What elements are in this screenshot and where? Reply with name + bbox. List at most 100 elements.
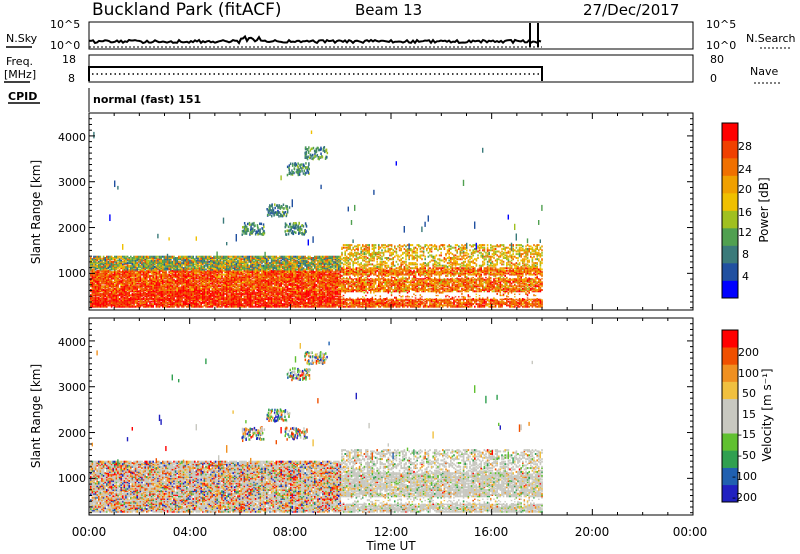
scatter-cell xyxy=(128,265,130,267)
scatter-cell xyxy=(119,258,121,260)
scatter-cell xyxy=(165,304,167,306)
scatter-cell xyxy=(112,257,114,259)
scatter-cell xyxy=(111,256,113,258)
scatter-cell xyxy=(112,281,114,283)
scatter-cell xyxy=(100,256,102,258)
scatter-cell xyxy=(111,261,113,263)
scatter-cell xyxy=(143,256,145,258)
scatter-cell xyxy=(164,256,166,258)
scatter-cell xyxy=(143,262,145,264)
cpid-value: normal (fast) 151 xyxy=(93,93,201,106)
scatter-cell xyxy=(165,280,167,282)
scatter-cell xyxy=(128,298,130,300)
scatter-cell xyxy=(136,267,138,269)
noise-sky-label: N.Sky xyxy=(6,32,38,45)
scatter-cell xyxy=(119,269,121,271)
scatter-cell xyxy=(109,279,111,281)
noise-right-tick-top: 10^5 xyxy=(706,18,736,31)
scatter-cell xyxy=(96,297,98,299)
scatter-cell xyxy=(120,260,122,262)
scatter-cell xyxy=(117,260,119,262)
scatter-cell xyxy=(124,266,126,268)
noise-left-tick-bottom: 10^0 xyxy=(50,39,80,52)
scatter-cell xyxy=(165,289,167,291)
freq-label-bottom: [MHz] xyxy=(4,68,36,81)
scatter-cell xyxy=(154,266,156,268)
noise-sky-trace xyxy=(89,37,541,44)
scatter-cell xyxy=(162,256,164,258)
noise-panel: N.Sky 10^5 10^0 10^5 10^0 N.Search xyxy=(6,18,796,52)
scatter-cell xyxy=(149,301,151,303)
scatter-cell xyxy=(96,262,98,264)
scatter-cell xyxy=(96,265,98,267)
scatter-cell xyxy=(111,271,113,273)
scatter-cell xyxy=(138,256,140,258)
scatter-cell xyxy=(130,297,132,299)
scatter-cell xyxy=(116,256,118,258)
scatter-cell xyxy=(108,274,110,276)
scatter-cell xyxy=(125,256,127,258)
scatter-cell xyxy=(114,181,115,188)
scatter-cell xyxy=(117,262,119,264)
scatter-cell xyxy=(120,271,122,273)
scatter-cell xyxy=(109,256,111,258)
scatter-cell xyxy=(146,256,148,258)
nave-tick-top: 80 xyxy=(710,53,724,66)
scatter-cell xyxy=(90,257,92,259)
scatter-cell xyxy=(132,257,134,259)
scatter-cell xyxy=(159,279,161,281)
scatter-cell xyxy=(109,269,111,271)
scatter-cell xyxy=(96,256,98,258)
scatter-cell xyxy=(122,261,124,263)
scatter-cell xyxy=(151,303,153,305)
scatter-cell xyxy=(119,256,121,258)
scatter-cell xyxy=(152,303,154,305)
scatter-cell xyxy=(157,276,159,278)
frequency-panel-frame xyxy=(89,55,693,82)
scatter-cell xyxy=(130,294,132,296)
nave-label: Nave xyxy=(750,65,778,78)
noise-left-tick-top: 10^5 xyxy=(50,18,80,31)
scatter-cell xyxy=(93,297,95,299)
scatter-cell xyxy=(130,290,132,292)
scatter-cell xyxy=(120,274,122,276)
scatter-cell xyxy=(114,256,116,258)
scatter-cell xyxy=(125,266,127,268)
scatter-cell xyxy=(141,293,143,295)
scatter-cell xyxy=(125,280,127,282)
scatter-cell xyxy=(140,256,142,258)
scatter-cell xyxy=(140,283,142,285)
scatter-cell xyxy=(160,256,162,258)
nave-tick-bottom: 0 xyxy=(710,72,717,85)
scatter-cell xyxy=(122,244,123,250)
scatter-cell xyxy=(119,279,121,281)
scatter-cell xyxy=(124,279,126,281)
scatter-cell xyxy=(132,293,134,295)
scatter-cell xyxy=(119,298,121,300)
scatter-cell xyxy=(159,256,161,258)
scatter-cell xyxy=(154,276,156,278)
cpid-panel: CPID normal (fast) 151 xyxy=(8,88,201,112)
scatter-cell xyxy=(117,256,119,258)
scatter-cell xyxy=(103,285,105,287)
scatter-cell xyxy=(165,295,167,297)
scatter-cell xyxy=(109,288,111,290)
scatter-cell xyxy=(156,265,158,267)
scatter-cell xyxy=(160,302,162,304)
scatter-cell xyxy=(120,256,122,258)
scatter-cell xyxy=(152,298,154,300)
scatter-cell xyxy=(144,271,146,273)
scatter-cell xyxy=(151,256,153,258)
scatter-cell xyxy=(148,280,150,282)
scatter-cell xyxy=(138,290,140,292)
scatter-cell xyxy=(122,263,124,265)
freq-trace xyxy=(89,67,542,81)
scatter-cell xyxy=(164,267,166,269)
scatter-cell xyxy=(149,275,151,277)
scatter-cell xyxy=(132,304,134,306)
scatter-cell xyxy=(157,256,159,258)
scatter-cell xyxy=(144,256,146,258)
scatter-cell xyxy=(164,284,166,286)
scatter-cell xyxy=(151,301,153,303)
scatter-cell xyxy=(128,285,130,287)
